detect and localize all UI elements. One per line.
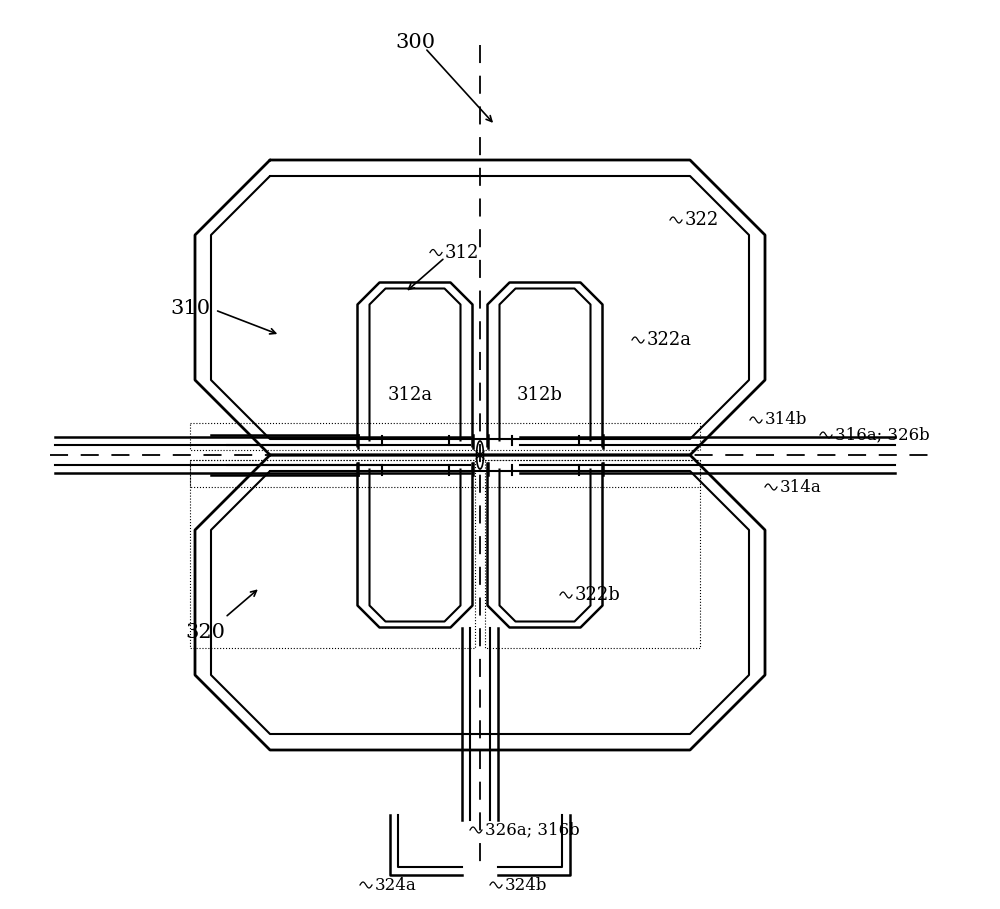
Text: 324a: 324a bbox=[375, 876, 417, 894]
Text: 314b: 314b bbox=[765, 412, 808, 428]
Text: 316a; 326b: 316a; 326b bbox=[835, 426, 930, 444]
Text: 310: 310 bbox=[170, 298, 210, 317]
Text: 300: 300 bbox=[395, 33, 435, 52]
Text: 320: 320 bbox=[185, 623, 225, 642]
Text: 314a: 314a bbox=[780, 478, 822, 495]
Text: 326a; 316b: 326a; 316b bbox=[485, 822, 580, 838]
Text: 324b: 324b bbox=[505, 876, 548, 894]
Text: 322: 322 bbox=[685, 211, 719, 229]
Text: 312b: 312b bbox=[517, 386, 563, 404]
Text: 322b: 322b bbox=[575, 586, 621, 604]
Text: 322a: 322a bbox=[647, 331, 692, 349]
Text: 312: 312 bbox=[445, 244, 479, 262]
Text: 312a: 312a bbox=[387, 386, 433, 404]
